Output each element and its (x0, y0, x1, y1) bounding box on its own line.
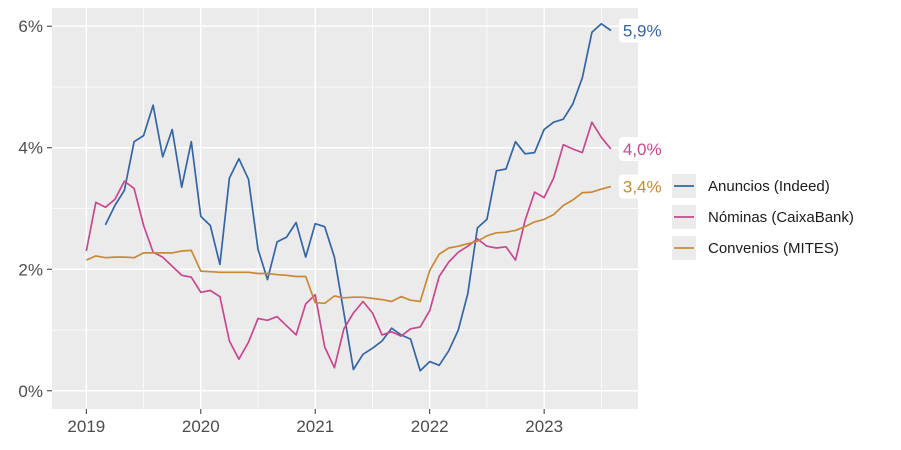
series-line-0 (104, 22, 612, 372)
series-lines (85, 22, 612, 372)
legend-item-2: Convenios (MITES) (672, 236, 839, 260)
end-label-text: 4,0% (623, 140, 662, 159)
legend-item-1: Nóminas (CaixaBank) (672, 205, 854, 229)
legend-label: Anuncios (Indeed) (708, 178, 830, 195)
end-label-box (618, 136, 669, 161)
legend-label: Convenios (MITES) (708, 240, 839, 257)
legend-background (668, 168, 894, 261)
end-labels: 5,9% 4,0% 3,4% (618, 18, 669, 199)
series-line-2 (85, 185, 612, 305)
legend-label: Nóminas (CaixaBank) (708, 209, 854, 226)
x-tick-label: 2022 (411, 417, 449, 436)
legend-item-0: Anuncios (Indeed) (672, 174, 830, 198)
y-tick-label: 0% (18, 382, 43, 401)
end-label-text: 3,4% (623, 178, 662, 197)
axis-ticks: 2019 2020 2021 2022 2023 0% 2% 4% 6% (18, 17, 563, 436)
end-label-2: 3,4% (618, 174, 669, 199)
x-tick-label: 2021 (296, 417, 334, 436)
x-tick-label: 2023 (525, 417, 563, 436)
grid-major (52, 8, 638, 409)
end-label-box (618, 174, 669, 199)
y-tick-label: 6% (18, 17, 43, 36)
x-tick-label: 2019 (67, 417, 105, 436)
grid-minor (52, 8, 638, 409)
end-label-box (618, 18, 669, 43)
y-tick-label: 4% (18, 139, 43, 158)
x-tick-label: 2020 (182, 417, 220, 436)
legend: Anuncios (Indeed) Nóminas (CaixaBank) Conv… (668, 168, 894, 261)
y-tick-label: 2% (18, 260, 43, 279)
end-label-0: 5,9% (618, 18, 669, 43)
end-label-text: 5,9% (623, 21, 662, 40)
end-label-1: 4,0% (618, 136, 669, 161)
